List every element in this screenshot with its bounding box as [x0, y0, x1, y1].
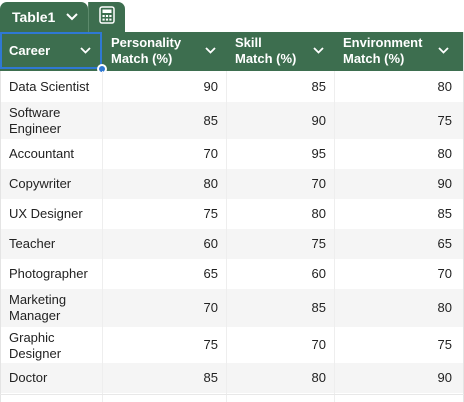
cell-environment-match[interactable]: 80 [437, 146, 452, 161]
calculator-icon [99, 5, 115, 29]
cell-environment-match[interactable]: 75 [437, 337, 452, 352]
column-header-line: Match (%) [235, 51, 297, 66]
chevron-down-icon[interactable] [78, 43, 92, 57]
column-header-line: Match (%) [111, 51, 173, 66]
table-header: Career Personality Match (%) Skill Match… [0, 32, 464, 71]
cell-environment-match[interactable]: 75 [437, 113, 452, 128]
column-header-personality[interactable]: Personality Match (%) [102, 32, 226, 71]
cell-career[interactable]: Accountant [9, 146, 75, 161]
table-row[interactable]: Copywriter 80 70 90 [0, 169, 464, 199]
grid-column-line [226, 71, 227, 402]
cell-personality-match[interactable]: 90 [203, 79, 218, 94]
column-header-line: Environment [343, 35, 423, 50]
cell-career[interactable]: Doctor [9, 370, 48, 385]
cell-career[interactable]: UX Designer [9, 206, 83, 221]
cell-career[interactable]: Marketing Manager [9, 292, 67, 323]
cell-personality-match[interactable]: 85 [203, 113, 218, 128]
table-row[interactable]: UX Designer 75 80 85 [0, 199, 464, 229]
column-header-label: Career [9, 43, 51, 58]
grid-column-line [334, 71, 335, 402]
cell-environment-match[interactable]: 90 [437, 370, 452, 385]
chevron-down-icon[interactable] [203, 43, 217, 57]
cell-skill-match[interactable]: 80 [311, 206, 326, 221]
grid-bottom-line [0, 394, 464, 395]
chevron-down-icon[interactable] [311, 43, 325, 57]
cell-personality-match[interactable]: 75 [203, 206, 218, 221]
cell-personality-match[interactable]: 65 [203, 266, 218, 281]
column-header-label: Personality Match (%) [111, 35, 181, 67]
table-row[interactable]: Software Engineer 85 90 75 [0, 102, 464, 139]
cell-personality-match[interactable]: 70 [203, 146, 218, 161]
grid-column-line [102, 71, 103, 402]
cell-environment-match[interactable]: 65 [437, 236, 452, 251]
table-row[interactable]: Teacher 60 75 65 [0, 229, 464, 259]
column-header-line: Personality [111, 35, 182, 50]
cell-environment-match[interactable]: 70 [437, 266, 452, 281]
cell-skill-match[interactable]: 90 [311, 113, 326, 128]
cell-skill-match[interactable]: 95 [311, 146, 326, 161]
column-header-career[interactable]: Career [0, 32, 102, 71]
calculator-button[interactable] [88, 2, 125, 32]
cell-skill-match[interactable]: 70 [311, 337, 326, 352]
table-row[interactable]: Marketing Manager 70 85 80 [0, 289, 464, 327]
grid-edge [0, 71, 1, 402]
column-header-line: Match (%) [343, 51, 405, 66]
cell-environment-match[interactable]: 80 [437, 79, 452, 94]
cell-environment-match[interactable]: 90 [437, 176, 452, 191]
table-row[interactable]: Data Scientist 90 85 80 [0, 71, 464, 102]
chevron-down-icon[interactable] [65, 10, 79, 24]
table-row[interactable]: Doctor 85 80 90 [0, 363, 464, 393]
cell-career[interactable]: Software Engineer [9, 105, 62, 136]
cell-skill-match[interactable]: 85 [311, 300, 326, 315]
table-tab[interactable]: Table1 [0, 2, 88, 32]
table-name: Table1 [12, 9, 56, 25]
column-header-environment[interactable]: Environment Match (%) [334, 32, 464, 71]
column-header-skill[interactable]: Skill Match (%) [226, 32, 334, 71]
cell-skill-match[interactable]: 60 [311, 266, 326, 281]
cell-personality-match[interactable]: 80 [203, 176, 218, 191]
cell-career[interactable]: Graphic Designer [9, 330, 62, 361]
column-header-line: Skill [235, 35, 262, 50]
cell-personality-match[interactable]: 85 [203, 370, 218, 385]
chevron-down-icon[interactable] [436, 43, 450, 57]
column-header-label: Skill Match (%) [235, 35, 296, 67]
table-row[interactable]: Photographer 65 60 70 [0, 259, 464, 289]
column-header-label: Environment Match (%) [343, 35, 422, 67]
cell-skill-match[interactable]: 85 [311, 79, 326, 94]
table-row[interactable]: Graphic Designer 75 70 75 [0, 327, 464, 363]
cell-personality-match[interactable]: 60 [203, 236, 218, 251]
cell-personality-match[interactable]: 70 [203, 300, 218, 315]
cell-environment-match[interactable]: 80 [437, 300, 452, 315]
table-row[interactable]: Accountant 70 95 80 [0, 139, 464, 169]
cell-skill-match[interactable]: 70 [311, 176, 326, 191]
table-tab-bar: Table1 [0, 0, 464, 32]
cell-skill-match[interactable]: 75 [311, 236, 326, 251]
cell-career[interactable]: Teacher [9, 236, 56, 251]
cell-personality-match[interactable]: 75 [203, 337, 218, 352]
cell-career[interactable]: Data Scientist [9, 79, 90, 94]
cell-environment-match[interactable]: 85 [437, 206, 452, 221]
cell-career[interactable]: Photographer [9, 266, 88, 281]
cell-career[interactable]: Copywriter [9, 176, 72, 191]
cell-skill-match[interactable]: 80 [311, 370, 326, 385]
